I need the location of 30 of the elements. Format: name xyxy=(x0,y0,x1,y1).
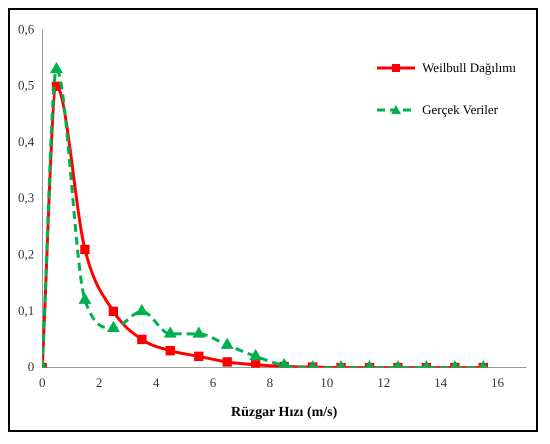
x-tick-label: 6 xyxy=(210,374,217,390)
x-tick-label: 12 xyxy=(377,374,390,390)
y-tick-label: 0,4 xyxy=(18,134,35,149)
y-tick-label: 0,3 xyxy=(18,190,34,206)
point xyxy=(136,305,148,316)
point xyxy=(80,244,90,254)
x-tick-label: 4 xyxy=(152,374,160,390)
point xyxy=(222,339,233,349)
x-axis-title: Rüzgar Hızı (m/s) xyxy=(230,405,338,420)
x-tick-label: 10 xyxy=(320,374,334,390)
x-tick-label: 16 xyxy=(491,374,505,390)
y-tick-label: 0,6 xyxy=(18,21,35,36)
x-tick-label: 2 xyxy=(96,374,102,390)
point xyxy=(278,359,290,368)
y-tick-label: 0,1 xyxy=(18,302,34,318)
point xyxy=(80,294,90,304)
y-tick-label: 0,5 xyxy=(18,78,34,93)
y-tick-label: 0,2 xyxy=(18,246,34,262)
y-tick-label: 0 xyxy=(28,359,34,374)
point xyxy=(108,322,119,332)
legend-label: Gerçek Veriler xyxy=(422,102,498,118)
point xyxy=(193,328,204,338)
point xyxy=(250,360,260,368)
x-tick-label: 14 xyxy=(434,374,448,390)
point xyxy=(250,350,262,360)
point xyxy=(164,328,176,338)
x-tick-label: 0 xyxy=(39,374,46,390)
x-tick-label: 8 xyxy=(266,374,274,390)
point xyxy=(51,63,62,74)
legend-label: Weilbull Dağılımı xyxy=(422,60,516,76)
